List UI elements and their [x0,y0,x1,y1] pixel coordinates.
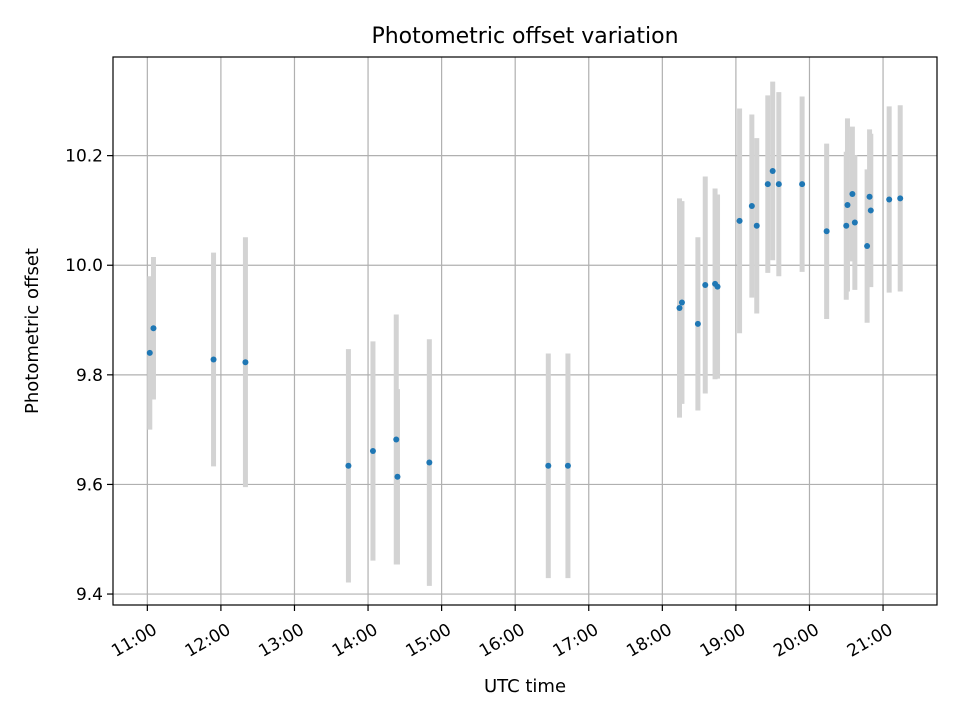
data-point [843,222,850,229]
data-point [864,243,871,250]
data-point [702,281,709,288]
data-point [764,181,771,188]
data-point [694,320,701,327]
data-point [676,304,683,311]
data-point [210,356,217,363]
data-point [897,195,904,202]
data-point [775,181,782,188]
data-points [146,167,904,480]
data-point [844,201,851,208]
data-point [146,349,153,356]
data-point [678,299,685,306]
data-point [345,462,352,469]
data-point [753,222,760,229]
chart-title: Photometric offset variation [371,24,678,49]
data-point [867,207,874,214]
data-point [369,448,376,455]
y-tick-label: 9.6 [76,475,103,495]
data-point [545,462,552,469]
y-tick-label: 9.4 [76,585,103,605]
data-point [242,359,249,366]
data-point [799,181,806,188]
data-point [564,462,571,469]
y-tick-label: 10.2 [65,147,103,167]
data-point [426,459,433,466]
data-point [851,219,858,226]
y-tick-label: 9.8 [76,366,103,386]
y-axis-label: Photometric offset [22,248,43,414]
data-point [393,436,400,443]
data-point [748,203,755,210]
y-axis: 9.4 9.6 9.8 10.0 10.2 [65,147,113,605]
data-point [736,217,743,224]
data-point [849,191,856,197]
x-axis-label: UTC time [484,676,566,697]
data-point [886,196,893,203]
data-point [394,473,401,480]
data-point [714,283,721,290]
y-tick-label: 10.0 [65,256,103,276]
data-point [823,228,830,235]
data-point [866,193,873,200]
data-point [150,325,157,332]
data-point [769,167,776,174]
plot-frame [112,56,938,606]
plot-area-background [113,57,937,605]
grid-lines [113,57,937,605]
